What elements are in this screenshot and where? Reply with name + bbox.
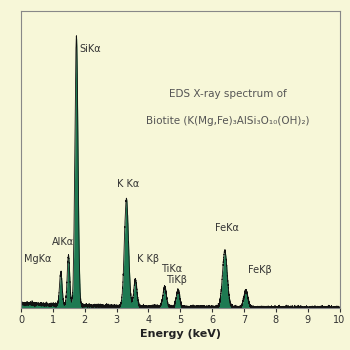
Text: SiKα: SiKα: [79, 44, 100, 54]
Text: TiKα: TiKα: [161, 264, 182, 274]
Text: K Kα: K Kα: [117, 179, 139, 189]
Text: K Kβ: K Kβ: [137, 254, 159, 264]
Text: AlKα: AlKα: [52, 237, 74, 247]
Text: FeKβ: FeKβ: [248, 265, 272, 274]
Text: TiKβ: TiKβ: [166, 275, 187, 285]
Text: FeKα: FeKα: [215, 223, 238, 233]
X-axis label: Energy (keV): Energy (keV): [140, 329, 221, 339]
Text: Biotite (K(Mg,Fe)₃AlSi₃O₁₀(OH)₂): Biotite (K(Mg,Fe)₃AlSi₃O₁₀(OH)₂): [146, 116, 310, 126]
Text: MgKα: MgKα: [23, 254, 51, 264]
Text: EDS X-ray spectrum of: EDS X-ray spectrum of: [169, 89, 287, 99]
